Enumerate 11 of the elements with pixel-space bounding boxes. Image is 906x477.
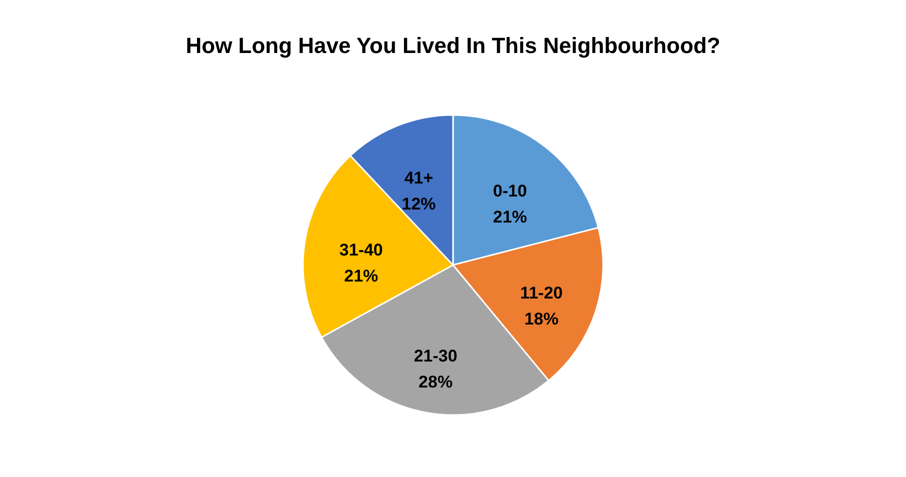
slice-label: 0-10 (492, 182, 528, 201)
slice-label: 21-30 (414, 346, 458, 366)
slice-label: 31-40 (339, 240, 383, 260)
data-label: 12% (402, 194, 436, 214)
chart-title: How Long Have You Lived In This Neighbourhood? (186, 33, 720, 58)
data-label: 18% (524, 310, 558, 329)
slice-label: 11-20 (520, 284, 563, 303)
data-label: 21% (492, 208, 528, 227)
data-label: 21% (344, 266, 378, 286)
slice-label: 41+ (404, 168, 434, 188)
data-label: 28% (418, 372, 453, 392)
